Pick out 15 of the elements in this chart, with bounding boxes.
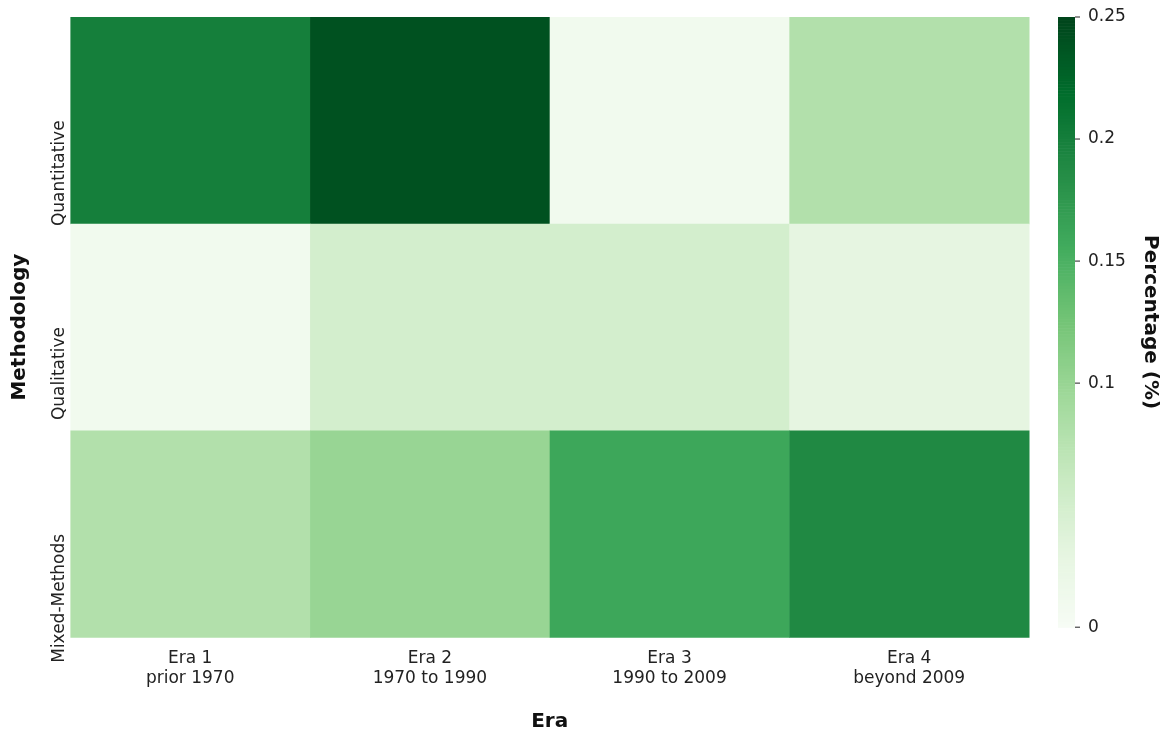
color-bar-title: Percentage (%) [1139, 235, 1164, 410]
y-tick-label: Mixed-Methods [47, 533, 68, 663]
color-bar-label: 0.1 [1088, 371, 1116, 392]
y-tick-label: Quantitative [47, 120, 68, 227]
x-tick-label: Era 3 1990 to 2009 [612, 646, 727, 688]
color-bar-label: 0 [1088, 615, 1099, 636]
color-bar-label: 0.15 [1088, 249, 1126, 270]
x-axis-title: Era [531, 708, 569, 733]
x-tick-label: Era 4 beyond 2009 [853, 646, 966, 688]
y-axis-title: Methodology [6, 253, 31, 401]
x-tick-label: Era 1 prior 1970 [145, 646, 235, 688]
x-tick-label: Era 2 1970 to 1990 [372, 646, 488, 688]
y-tick-label: Qualitative [47, 327, 68, 421]
color-bar-label: 0.25 [1088, 5, 1126, 26]
color-bar-label: 0.2 [1088, 127, 1116, 148]
